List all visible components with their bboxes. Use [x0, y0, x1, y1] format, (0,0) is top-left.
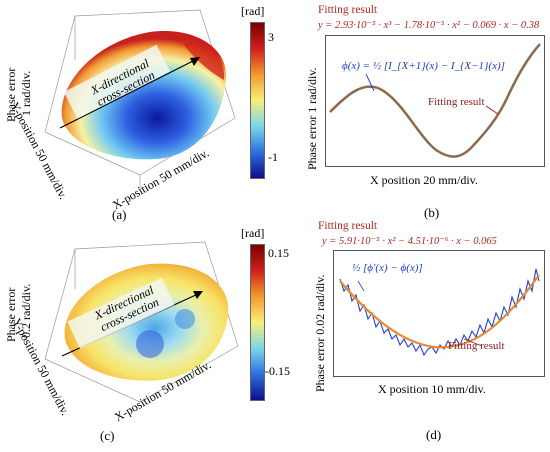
panel-b-plot [329, 43, 541, 158]
colorbar-a-max: 3 [268, 30, 274, 44]
colorbar-a [250, 22, 265, 179]
panel-b-x-axis-label: X position 20 mm/div. [370, 173, 478, 187]
panel-c-surface-plot [44, 241, 239, 403]
panel-d-phi-equation: ½ [ϕ′(x) − ϕ(x)] [352, 262, 423, 274]
panel-c-surface [64, 263, 229, 381]
panel-b-label: (b) [424, 205, 440, 220]
panel-d-fit-annotation: Fitting result [448, 340, 505, 352]
colorbar-c-unit: [rad] [241, 226, 265, 240]
panel-b-fit-header: Fitting result [318, 4, 378, 16]
panel-d-label: (d) [426, 427, 442, 442]
panel-d-plot [339, 268, 540, 357]
panel-b-plot-box [325, 35, 545, 167]
panel-a-surface [61, 31, 227, 160]
panel-d-y-axis-label: Phase error 0.02 rad/div. [313, 274, 327, 392]
panel-b-phi-equation: ϕ(x) = ½ [I_{X+1}(x) − I_{X−1}(x)] [342, 60, 505, 72]
panel-d-x-axis-label: X position 10 mm/div. [378, 382, 486, 396]
colorbar-c-max: 0.15 [268, 246, 289, 260]
panel-c-label: (c) [100, 428, 115, 443]
panel-b-fit-annotation: Fitting result [428, 96, 485, 108]
panel-b-equation: y = 2.93·10⁻⁵ · x³ − 1.78·10⁻⁵ · x² − 0.… [318, 20, 540, 31]
colorbar-c-min: -0.15 [265, 364, 290, 378]
panel-a-section-arrow [59, 59, 196, 129]
panel-a: X-directional cross-section Phase error … [0, 0, 275, 222]
panel-d-plot-box [333, 250, 545, 377]
panel-c: X-directional cross-section Phase error … [0, 224, 275, 447]
colorbar-a-unit: [rad] [241, 4, 265, 18]
panel-b-y-axis-label: Phase error 1 rad/div. [305, 67, 319, 170]
panel-a-surface-plot [44, 9, 236, 190]
panel-d-fit-header: Fitting result [318, 220, 378, 232]
colorbar-a-min: -1 [268, 150, 278, 164]
panel-b-curve [329, 43, 541, 158]
panel-d-fit-curve [339, 274, 540, 349]
panel-d-noisy-curve [339, 268, 540, 357]
panel-a-label: (a) [112, 207, 127, 222]
colorbar-c [250, 244, 265, 401]
panel-d-equation: y = 5.91·10⁻⁵ · x² − 4.51·10⁻⁶ · x − 0.0… [322, 236, 497, 247]
